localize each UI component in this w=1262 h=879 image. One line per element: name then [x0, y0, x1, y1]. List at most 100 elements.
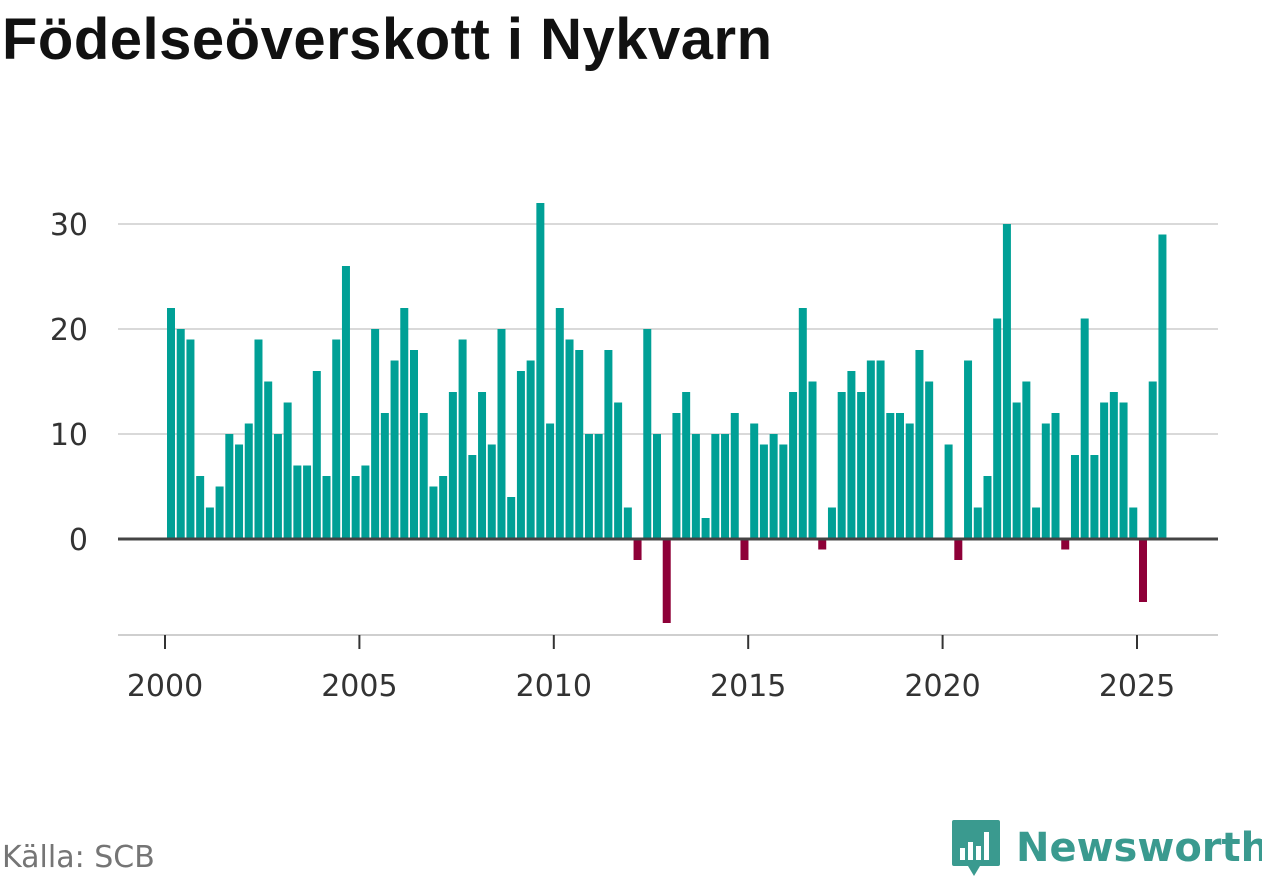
bar [1070, 455, 1079, 539]
bar [808, 381, 817, 539]
bar [215, 486, 224, 539]
bar [225, 434, 234, 539]
bar [964, 360, 973, 539]
bar [614, 402, 623, 539]
bar [983, 476, 992, 539]
bar [1139, 539, 1147, 602]
y-tick-label: 20 [50, 313, 88, 348]
bar [798, 308, 807, 539]
bar [439, 476, 448, 539]
bar [497, 329, 506, 539]
bar [516, 371, 525, 539]
x-tick-label: 2010 [516, 669, 592, 704]
bar [526, 360, 535, 539]
bar [1090, 455, 1099, 539]
bar [701, 518, 710, 539]
bar [944, 444, 953, 539]
y-tick-label: 0 [69, 523, 88, 558]
newsworthy-logo-icon [952, 820, 1000, 876]
bar [730, 413, 739, 539]
bar [555, 308, 564, 539]
bar [691, 434, 700, 539]
bar [235, 444, 244, 539]
bar [896, 413, 904, 539]
bar [507, 497, 516, 539]
bar [322, 476, 331, 539]
bar [575, 350, 584, 539]
bar [1022, 381, 1031, 539]
bar [536, 203, 545, 539]
bar [954, 539, 963, 560]
bar [1061, 539, 1070, 550]
bar [380, 413, 389, 539]
bar [186, 339, 195, 539]
x-tick-label: 2020 [904, 669, 980, 704]
x-axis-ticks: 2000 2005 2010 2015 2020 2025 [127, 635, 1175, 704]
bar [633, 539, 642, 560]
x-tick-label: 2025 [1099, 669, 1175, 704]
bar [750, 423, 759, 539]
bar [886, 413, 895, 539]
bar [682, 392, 691, 539]
bar [167, 308, 175, 539]
bar [468, 455, 477, 539]
y-tick-label: 10 [50, 418, 88, 453]
bar [623, 507, 632, 539]
brand-logo[interactable]: Newsworthy [950, 818, 1262, 878]
bar [769, 434, 778, 539]
bar [1148, 381, 1157, 539]
bar [312, 371, 321, 539]
bar [876, 360, 885, 539]
bar [283, 402, 292, 539]
bar [429, 486, 438, 539]
x-tick-label: 2005 [321, 669, 397, 704]
bar [993, 318, 1002, 539]
bar [205, 507, 214, 539]
bar [789, 392, 798, 539]
bar [925, 381, 934, 539]
bar [478, 392, 487, 539]
x-tick-label: 2015 [710, 669, 786, 704]
bar [721, 434, 730, 539]
bar [779, 444, 788, 539]
bar [1129, 507, 1138, 539]
bar [1002, 224, 1011, 539]
y-axis-ticks: 0 10 20 30 [50, 208, 88, 558]
bar [351, 476, 360, 539]
bar [371, 329, 380, 539]
bar [740, 539, 749, 560]
bar [254, 339, 263, 539]
x-tick-label: 2000 [127, 669, 203, 704]
bar [866, 360, 875, 539]
bar [1100, 402, 1109, 539]
gridlines [118, 223, 1218, 435]
chart-title: Födelseöverskott i Nykvarn [2, 7, 773, 72]
bar [487, 444, 496, 539]
bar [759, 444, 768, 539]
bars [167, 203, 1167, 623]
bar [847, 371, 856, 539]
bar [1051, 413, 1060, 539]
bar [643, 329, 652, 539]
bar [594, 434, 603, 539]
bar [419, 413, 428, 539]
bar [1158, 234, 1167, 539]
bar [1041, 423, 1050, 539]
bar [565, 339, 574, 539]
y-tick-label: 30 [50, 208, 88, 243]
bar [264, 381, 273, 539]
bar [818, 539, 827, 550]
bar [303, 465, 312, 539]
bar [857, 392, 866, 539]
bar [653, 434, 661, 539]
bar [1032, 507, 1041, 539]
bar [827, 507, 836, 539]
bar [196, 476, 205, 539]
bar [293, 465, 302, 539]
bar [584, 434, 593, 539]
bar [448, 392, 457, 539]
bar [546, 423, 555, 539]
bar [341, 266, 350, 539]
bar [837, 392, 846, 539]
